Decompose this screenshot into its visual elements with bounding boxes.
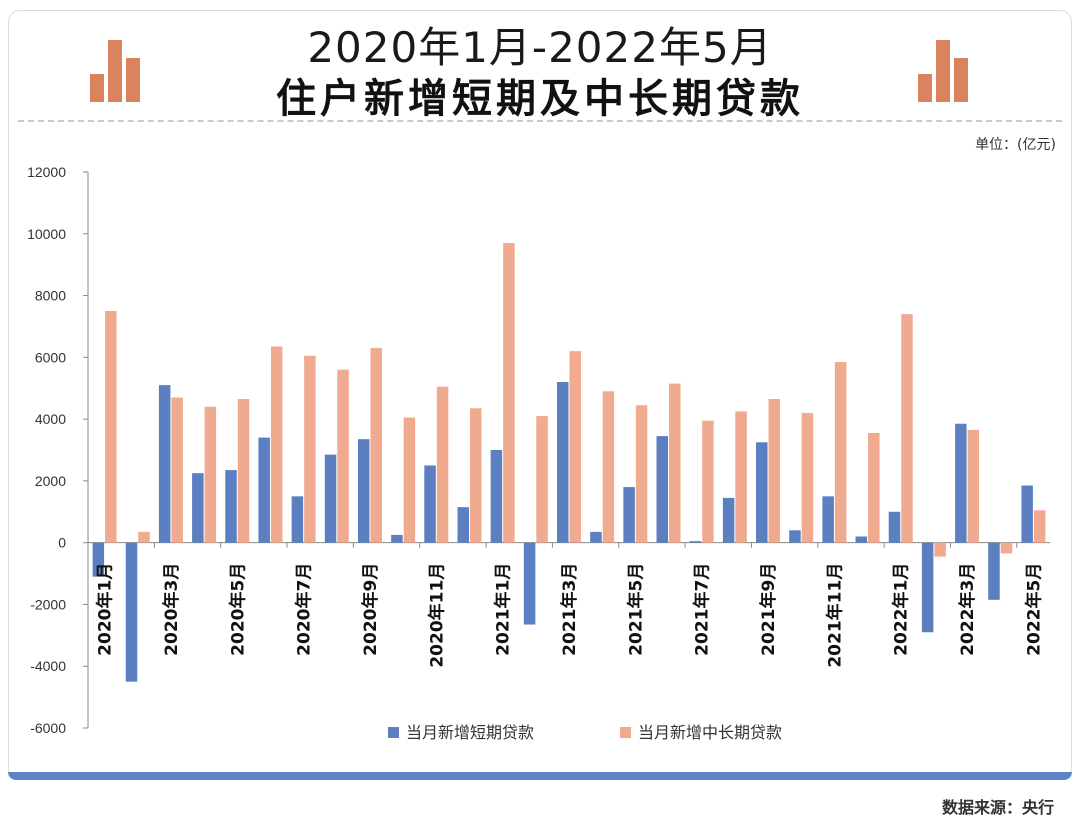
bar-short-term <box>689 541 702 543</box>
bar-short-term <box>158 385 171 543</box>
bar-short-term <box>756 442 768 543</box>
bar-long-term <box>1033 510 1046 543</box>
bar-short-term <box>192 473 204 543</box>
x-tick-label: 2022年5月 <box>1023 563 1044 656</box>
bar-short-term <box>722 497 735 543</box>
bar-short-term <box>955 423 967 543</box>
bar-long-term <box>834 361 847 543</box>
y-tick-label: -2000 <box>30 596 66 612</box>
bar-short-term <box>523 542 536 625</box>
bar-long-term <box>702 420 714 543</box>
bar-short-term <box>1021 485 1033 543</box>
x-tick-label: 2020年11月 <box>426 563 447 668</box>
bar-long-term <box>635 405 648 543</box>
y-tick-label: 10000 <box>27 226 66 242</box>
y-tick-label: -6000 <box>30 720 66 736</box>
y-tick-label: 6000 <box>35 349 66 365</box>
bar-short-term <box>656 436 669 543</box>
bar-long-term <box>934 542 946 557</box>
bar-long-term <box>270 346 283 543</box>
bar-long-term <box>237 399 250 543</box>
bar-short-term <box>888 511 901 543</box>
chart-card <box>8 10 1072 780</box>
x-tick-label: 2021年1月 <box>493 563 514 656</box>
x-tick-label: 2022年3月 <box>957 563 978 656</box>
x-tick-label: 2020年7月 <box>294 563 315 656</box>
bar-long-term <box>503 243 515 543</box>
title-line-2: 住户新增短期及中长期贷款 <box>276 76 804 122</box>
legend-swatch <box>388 727 399 738</box>
title-divider <box>18 120 1062 122</box>
bar-short-term <box>623 487 635 543</box>
bar-long-term <box>569 351 581 543</box>
bar-long-term <box>337 369 349 543</box>
bar-long-term <box>436 386 449 543</box>
x-tick-label: 2021年3月 <box>559 563 580 656</box>
bar-short-term <box>822 496 834 543</box>
bar-short-term <box>258 437 270 543</box>
bar-short-term <box>490 450 503 543</box>
y-tick-label: 8000 <box>35 288 66 304</box>
bar-short-term <box>557 382 569 543</box>
bar-short-term <box>921 542 934 633</box>
bar-long-term <box>204 406 217 543</box>
x-tick-label: 2020年1月 <box>95 563 116 656</box>
y-tick-label: 2000 <box>35 473 66 489</box>
data-source: 数据来源：央行 <box>941 798 1054 817</box>
title-line-1: 2020年1月-2022年5月 <box>307 23 773 72</box>
y-tick-label: 0 <box>58 535 66 551</box>
x-tick-label: 2020年5月 <box>227 563 248 656</box>
bar-long-term <box>536 416 548 543</box>
bar-short-term <box>92 542 105 577</box>
bar-short-term <box>590 531 602 543</box>
bar-short-term <box>391 534 403 543</box>
bar-short-term <box>855 536 868 543</box>
bar-short-term <box>789 530 801 543</box>
bar-long-term <box>171 397 183 543</box>
bar-long-term <box>105 311 117 543</box>
bar-long-term <box>801 412 814 543</box>
x-tick-label: 2020年3月 <box>161 563 182 656</box>
bar-long-term <box>370 348 382 543</box>
legend-swatch <box>620 727 631 738</box>
x-tick-label: 2021年7月 <box>692 563 713 656</box>
bar-long-term <box>138 531 150 543</box>
bar-long-term <box>602 391 615 543</box>
x-tick-label: 2021年5月 <box>625 563 646 656</box>
bar-chart-icon <box>918 40 968 102</box>
y-tick-label: 12000 <box>27 164 66 180</box>
legend-label: 当月新增中长期贷款 <box>638 723 782 742</box>
bar-short-term <box>357 439 370 543</box>
bar-short-term <box>225 470 237 543</box>
bar-long-term <box>1000 542 1013 554</box>
bar-short-term <box>457 507 469 543</box>
bar-short-term <box>988 542 1000 600</box>
bar-long-term <box>735 411 747 543</box>
bar-long-term <box>469 408 482 543</box>
card-bottom-bar <box>8 772 1072 780</box>
bar-short-term <box>324 454 337 543</box>
x-tick-label: 2022年1月 <box>891 563 912 656</box>
bar-long-term <box>403 417 416 543</box>
bar-long-term <box>768 399 781 543</box>
x-tick-label: 2020年9月 <box>360 563 381 656</box>
bar-long-term <box>901 314 913 543</box>
unit-label: 单位：(亿元) <box>975 137 1056 153</box>
bar-long-term <box>669 383 681 543</box>
bar-long-term <box>304 355 316 543</box>
bar-short-term <box>291 496 304 543</box>
y-tick-label: -4000 <box>30 658 66 674</box>
bar-long-term <box>967 429 980 543</box>
bar-short-term <box>424 465 436 543</box>
x-tick-label: 2021年11月 <box>824 563 845 668</box>
y-tick-label: 4000 <box>35 411 66 427</box>
bar-long-term <box>868 433 880 543</box>
x-tick-label: 2021年9月 <box>758 563 779 656</box>
legend-label: 当月新增短期贷款 <box>406 723 534 742</box>
bar-chart-icon <box>90 40 140 102</box>
bar-short-term <box>125 542 138 682</box>
